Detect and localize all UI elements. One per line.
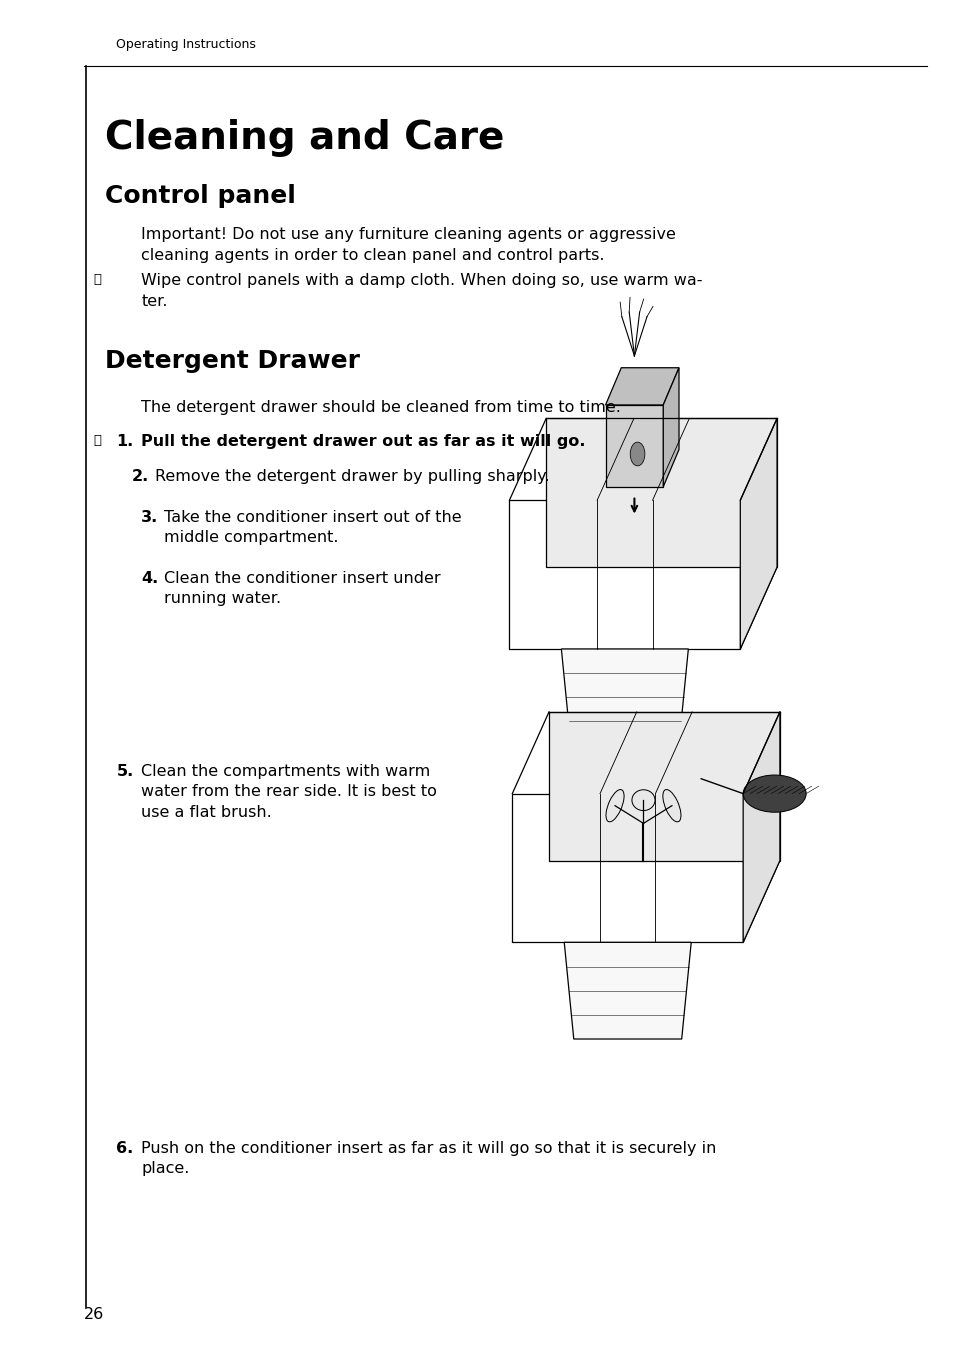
Polygon shape — [509, 568, 776, 649]
Polygon shape — [605, 406, 662, 487]
Text: Operating Instructions: Operating Instructions — [116, 38, 256, 51]
Text: 3.: 3. — [141, 510, 158, 525]
Text: 👉: 👉 — [93, 273, 101, 287]
Polygon shape — [512, 794, 742, 942]
Text: Clean the conditioner insert under
running water.: Clean the conditioner insert under runni… — [164, 571, 440, 606]
Ellipse shape — [631, 790, 655, 811]
Text: Control panel: Control panel — [105, 184, 295, 208]
Text: 26: 26 — [84, 1307, 104, 1322]
Text: Clean the compartments with warm
water from the rear side. It is best to
use a f: Clean the compartments with warm water f… — [141, 764, 436, 819]
Ellipse shape — [630, 442, 644, 466]
Text: 4.: 4. — [141, 571, 158, 585]
Text: Cleaning and Care: Cleaning and Care — [105, 119, 504, 157]
Ellipse shape — [605, 790, 623, 822]
Polygon shape — [545, 419, 776, 568]
Polygon shape — [605, 368, 679, 406]
Text: Take the conditioner insert out of the
middle compartment.: Take the conditioner insert out of the m… — [164, 510, 461, 545]
Polygon shape — [512, 861, 779, 942]
Ellipse shape — [662, 790, 680, 822]
Polygon shape — [662, 368, 679, 487]
Polygon shape — [549, 713, 779, 861]
Text: Push on the conditioner insert as far as it will go so that it is securely in
pl: Push on the conditioner insert as far as… — [141, 1141, 716, 1176]
Text: 5.: 5. — [116, 764, 133, 779]
Polygon shape — [560, 649, 688, 746]
Text: Pull the detergent drawer out as far as it will go.: Pull the detergent drawer out as far as … — [141, 434, 585, 449]
Text: Detergent Drawer: Detergent Drawer — [105, 349, 359, 373]
Text: Wipe control panels with a damp cloth. When doing so, use warm wa-
ter.: Wipe control panels with a damp cloth. W… — [141, 273, 702, 308]
Text: 👉: 👉 — [93, 434, 101, 448]
Polygon shape — [563, 942, 691, 1038]
Polygon shape — [742, 713, 779, 942]
Text: The detergent drawer should be cleaned from time to time.: The detergent drawer should be cleaned f… — [141, 400, 620, 415]
Ellipse shape — [742, 775, 805, 813]
Polygon shape — [509, 500, 740, 649]
Text: 1.: 1. — [116, 434, 133, 449]
Text: Remove the detergent drawer by pulling sharply.: Remove the detergent drawer by pulling s… — [154, 469, 549, 484]
Polygon shape — [740, 419, 776, 649]
Text: 6.: 6. — [116, 1141, 133, 1156]
Text: Important! Do not use any furniture cleaning agents or aggressive
cleaning agent: Important! Do not use any furniture clea… — [141, 227, 676, 262]
Text: 2.: 2. — [132, 469, 149, 484]
